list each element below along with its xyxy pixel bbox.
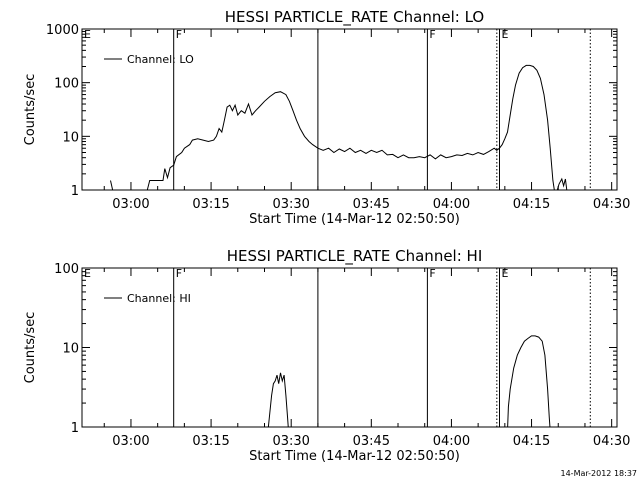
chart-1-ylabel: Counts/sec <box>23 74 38 146</box>
chart-2-ytick-label: 100 <box>54 262 79 277</box>
chart-2-xtick-label: 04:30 <box>593 434 630 449</box>
chart-2-marker-label: F <box>176 267 182 280</box>
chart-1-xtick-label: 03:00 <box>112 197 149 212</box>
chart-2-xtick-label: 04:00 <box>433 434 470 449</box>
chart-1-xlabel: Start Time (14-Mar-12 02:50:50) <box>249 212 460 227</box>
chart-2-xtick-label: 03:15 <box>192 434 229 449</box>
chart-1-ytick-label: 1 <box>71 184 79 199</box>
chart-1-xtick-label: 03:45 <box>353 197 390 212</box>
chart-2-ytick-label: 10 <box>62 342 79 357</box>
chart-1-title: HESSI PARTICLE_RATE Channel: LO <box>225 8 484 27</box>
chart-2-xtick-label: 04:15 <box>513 434 550 449</box>
chart-2-series-line <box>507 335 551 427</box>
chart-2-marker-label: F <box>429 267 435 280</box>
chart-2-series-line <box>267 372 289 427</box>
chart-1-ytick-label: 10 <box>62 130 79 145</box>
chart-2-marker-label: E <box>501 267 508 280</box>
chart-1-marker-label: F <box>429 28 435 41</box>
chart-2-ytick-label: 1 <box>71 421 79 436</box>
chart-1-legend-label: Channel: LO <box>127 53 194 66</box>
chart-2-legend-label: Channel: HI <box>127 292 191 305</box>
chart-1-xtick-label: 03:30 <box>272 197 309 212</box>
chart-1-series-line <box>110 180 114 190</box>
chart-1-series-line <box>556 177 568 190</box>
chart-1-xtick-label: 04:15 <box>513 197 550 212</box>
chart-1-xtick-label: 03:15 <box>192 197 229 212</box>
plot-timestamp: 14-Mar-2012 18:37 <box>561 469 638 478</box>
chart-1-marker-label: E <box>501 28 508 41</box>
chart-1: HESSI PARTICLE_RATE Channel: LO 1 10 100 100… <box>23 8 630 227</box>
chart-2-marker-label: E <box>84 267 91 280</box>
chart-1-ytick-label: 1000 <box>46 23 79 38</box>
chart-2-xtick-label: 03:30 <box>272 434 309 449</box>
chart-1-series-line <box>146 64 555 190</box>
chart-1-xtick-label: 04:30 <box>593 197 630 212</box>
chart-2-ylabel: Counts/sec <box>23 312 38 384</box>
chart-2-xlabel: Start Time (14-Mar-12 02:50:50) <box>249 449 460 464</box>
chart-1-xtick-label: 04:00 <box>433 197 470 212</box>
chart-1-marker-label: F <box>176 28 182 41</box>
chart-1-marker-label: E <box>84 28 91 41</box>
chart-2-xtick-label: 03:00 <box>112 434 149 449</box>
chart-2: HESSI PARTICLE_RATE Channel: HI 1 10 100 03:… <box>23 247 630 464</box>
chart-1-ytick-label: 100 <box>54 77 79 92</box>
chart-2-title: HESSI PARTICLE_RATE Channel: HI <box>227 247 483 266</box>
chart-2-xtick-label: 03:45 <box>353 434 390 449</box>
